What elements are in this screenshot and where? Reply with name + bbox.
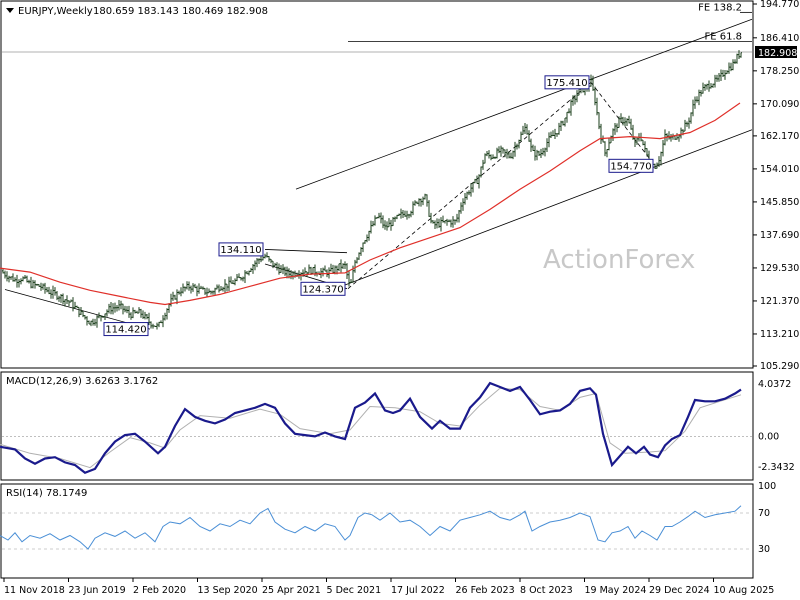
- rsi-panel-frame: [0, 483, 754, 579]
- x-tick-0: 11 Nov 2018: [4, 585, 65, 596]
- macd-y-tick-2: -2.3432: [758, 462, 795, 473]
- price-annotation-4: 114.420: [105, 325, 146, 336]
- macd-layer: [0, 381, 752, 475]
- price-annotation-box-2: [218, 242, 264, 257]
- x-tick-2: 2 Feb 2020: [133, 585, 186, 596]
- macd-y-tick-1: 0.00: [758, 431, 779, 442]
- rsi-y-tick-1: 70: [758, 508, 770, 519]
- x-tick-6: 17 Jul 2022: [391, 585, 445, 596]
- rsi-y-tick-2: 30: [758, 544, 770, 555]
- fib-label-0: FE 138.2: [698, 2, 742, 13]
- ohlc-values: 180.659 183.143 180.469 182.908: [93, 6, 268, 17]
- trendline-0: [295, 18, 753, 190]
- x-tick-3: 13 Sep 2020: [198, 585, 258, 596]
- price-y-tick-10: 113.210: [760, 329, 799, 340]
- x-tick-7: 26 Feb 2023: [456, 585, 515, 596]
- price-panel-frame: [0, 0, 754, 369]
- rsi-layer: [0, 505, 752, 550]
- rsi-y-tick-0: 100: [758, 481, 776, 492]
- last-price-box: [755, 45, 797, 58]
- ema-line: [0, 102, 741, 306]
- price-annotation-1: 154.770: [610, 161, 651, 172]
- last-price-label: 182.908: [758, 48, 797, 59]
- price-y-tick-5: 154.010: [760, 164, 799, 175]
- axis-layer: 194.770 186.410 178.250 170.090 162.170 154.0…: [3, 0, 799, 596]
- x-tick-9: 19 May 2024: [585, 585, 647, 596]
- price-annotation-3: 124.370: [302, 284, 343, 295]
- price-y-tick-9: 121.370: [760, 296, 799, 307]
- x-tick-8: 8 Oct 2023: [520, 585, 573, 596]
- x-tick-1: 23 Jun 2019: [69, 585, 126, 596]
- macd-panel-frame: [0, 371, 754, 481]
- price-y-tick-4: 162.170: [760, 131, 799, 142]
- price-annotation-2: 134.110: [220, 245, 261, 256]
- x-tick-10: 29 Dec 2024: [649, 585, 710, 596]
- macd-line: [0, 381, 742, 475]
- price-y-tick-0: 194.770: [760, 0, 799, 10]
- candles-group: [2, 50, 742, 330]
- price-y-tick-7: 137.690: [760, 230, 799, 241]
- x-tick-5: 5 Dec 2021: [327, 585, 382, 596]
- macd-signal-line: [0, 387, 742, 469]
- watermark: ActionForex: [543, 245, 695, 275]
- price-annotation-0: 175.410: [546, 78, 587, 89]
- trendline-1: [344, 129, 753, 286]
- price-y-tick-1: 186.410: [760, 33, 799, 44]
- price-y-tick-6: 145.850: [760, 197, 799, 208]
- price-layer: FE 138.2 FE 61.8 175.410 154.770 134.110 124.…: [0, 2, 753, 337]
- rsi-label: RSI(14) 78.1749: [6, 488, 87, 499]
- x-tick-11: 10 Aug 2025: [714, 585, 775, 596]
- price-y-tick-11: 105.290: [760, 361, 799, 372]
- price-y-tick-3: 170.090: [760, 99, 799, 110]
- macd-label: MACD(12,26,9) 3.6263 3.1762: [6, 376, 158, 387]
- price-annotation-box-0: [544, 75, 590, 90]
- triangle-down-icon[interactable]: [6, 8, 14, 13]
- macd-y-tick-0: 4.0372: [758, 379, 791, 390]
- price-annotation-box-1: [608, 158, 654, 173]
- rsi-line: [0, 505, 742, 550]
- price-y-tick-2: 178.250: [760, 66, 799, 77]
- x-tick-4: 25 Apr 2021: [262, 585, 321, 596]
- symbol-timeframe: EURJPY,Weekly: [18, 6, 93, 17]
- price-y-tick-8: 129.530: [760, 263, 799, 274]
- trendline-3: [264, 249, 348, 254]
- price-annotation-box-3: [300, 281, 346, 296]
- price-annotation-box-4: [103, 322, 149, 337]
- fib-label-1: FE 61.8: [704, 32, 742, 43]
